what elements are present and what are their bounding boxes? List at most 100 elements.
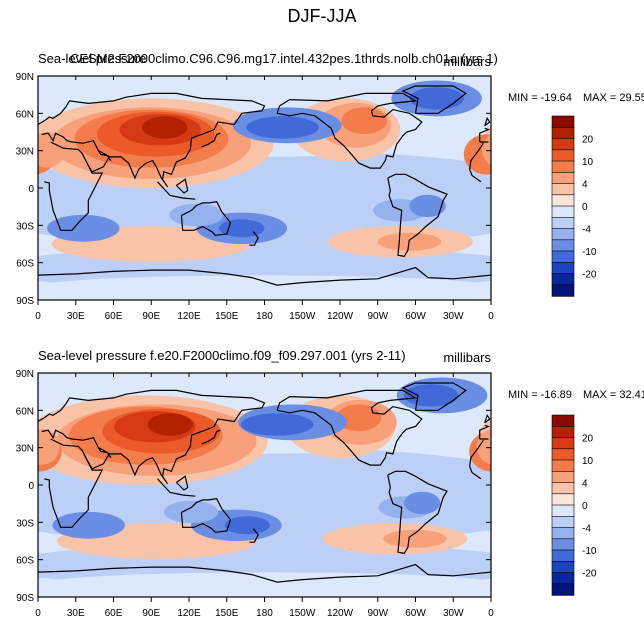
coastline: [44, 438, 484, 528]
anomaly-region: [47, 214, 120, 242]
panel-0-field: [38, 80, 491, 298]
x-tick-label: 30E: [67, 311, 85, 322]
colorbar-box: [551, 414, 575, 427]
colorbar-box: [551, 482, 575, 495]
anomaly-region: [440, 404, 491, 441]
colorbar-box: [551, 527, 575, 540]
colorbar-box: [551, 572, 575, 585]
coastline: [175, 178, 189, 194]
colorbar-box: [551, 205, 575, 218]
y-tick-label: 90N: [16, 72, 34, 83]
colorbar-box: [551, 470, 575, 484]
anomaly-region: [52, 511, 125, 539]
anomaly-region: [409, 194, 446, 218]
coastline: [387, 173, 448, 258]
panel-1-y-axis: 90N 60N 30N 0 30S 60S 90S: [16, 369, 491, 604]
anomaly-region: [163, 500, 219, 524]
anomaly-region: [38, 275, 491, 298]
x-tick-label: 30W: [443, 608, 464, 619]
colorbar-box: [551, 149, 575, 162]
figure-title: DJF-JJA: [288, 6, 357, 26]
colorbar-box: [551, 504, 575, 517]
colorbar-box: [551, 172, 575, 185]
panel-1-map: [38, 373, 491, 597]
coastline: [387, 470, 448, 555]
coastline: [401, 382, 467, 411]
colorbar-label: -20: [582, 270, 597, 281]
colorbar-box: [551, 183, 575, 196]
anomaly-region: [246, 116, 319, 139]
colorbar-box: [551, 250, 575, 263]
x-tick-label: 60E: [105, 311, 123, 322]
anomaly-region: [38, 429, 60, 465]
panel-0-units: millibars: [443, 54, 491, 69]
x-tick-label: 150W: [289, 311, 316, 322]
panel-0-coastlines: [38, 85, 491, 286]
colorbar-label: 20: [582, 135, 594, 146]
anomaly-region: [43, 572, 491, 595]
colorbar-label: 10: [582, 157, 594, 168]
anomaly-region: [476, 429, 491, 465]
anomaly-region: [341, 107, 387, 135]
coastline: [276, 389, 423, 466]
panel-1-units: millibars: [443, 350, 491, 365]
colorbar-box: [551, 515, 575, 529]
y-tick-label: 30S: [16, 518, 34, 529]
colorbar-box: [551, 493, 575, 506]
anomaly-region: [451, 553, 491, 578]
colorbar-label: -4: [582, 524, 591, 535]
coastline: [81, 447, 112, 470]
panel-0-colorbar: 20 10 4 0 -4 -10 -20: [551, 115, 597, 297]
anomaly-region: [38, 132, 66, 168]
colorbar-box: [551, 239, 575, 252]
colorbar-box: [551, 194, 575, 207]
coastline: [157, 181, 196, 200]
x-tick-label: 150E: [215, 311, 239, 322]
coastline: [38, 563, 491, 583]
anomaly-region: [241, 413, 314, 436]
colorbar-box: [551, 160, 575, 173]
coastline: [276, 92, 423, 169]
panel-1-max-label: MAX = 32.41: [583, 389, 644, 401]
anomaly-region: [482, 134, 491, 166]
x-tick-label: 120E: [177, 311, 201, 322]
coastline: [38, 266, 491, 286]
colorbar-box: [551, 127, 575, 140]
colorbar-box: [551, 228, 575, 241]
colorbar-box: [551, 459, 575, 472]
colorbar-box: [551, 138, 575, 151]
panel-0-map: [38, 76, 491, 300]
x-tick-label: 0: [35, 608, 41, 619]
x-tick-label: 0: [488, 608, 494, 619]
x-tick-label: 60W: [405, 608, 426, 619]
anomaly-region: [142, 116, 188, 139]
colorbar-label: -10: [582, 247, 597, 258]
coastline: [44, 141, 484, 231]
colorbar-label: -4: [582, 225, 591, 236]
anomaly-region: [409, 87, 464, 110]
panel-1-coastlines: [38, 382, 491, 583]
anomaly-region: [404, 491, 441, 515]
y-tick-label: 90S: [16, 593, 34, 604]
coastline: [249, 231, 259, 246]
x-tick-label: 90W: [367, 608, 388, 619]
anomaly-region: [445, 256, 491, 281]
anomaly-region: [224, 516, 270, 535]
colorbar-label: 4: [582, 479, 588, 490]
colorbar-box: [551, 261, 575, 275]
colorbar-label: 10: [582, 456, 594, 467]
panel-0-x-axis: 0 30E 60E 90E 120E 150E 180 150W 120W 90W 60W 30W 0: [35, 76, 494, 322]
coastline: [201, 429, 221, 445]
x-tick-label: 180: [256, 311, 273, 322]
colorbar-label: -20: [582, 569, 597, 580]
coastline: [157, 478, 196, 497]
x-tick-label: 90E: [142, 311, 160, 322]
panel-0-variable: Sea-level pressure: [38, 51, 146, 66]
colorbar-label: 0: [582, 202, 588, 213]
colorbar-box: [551, 560, 575, 574]
panel-1-colorbar: 20 10 4 0 -4 -10 -20: [551, 414, 597, 596]
coastline: [38, 92, 491, 188]
x-tick-label: 90E: [142, 608, 160, 619]
y-tick-label: 30N: [16, 444, 34, 455]
colorbar-box: [551, 437, 575, 450]
